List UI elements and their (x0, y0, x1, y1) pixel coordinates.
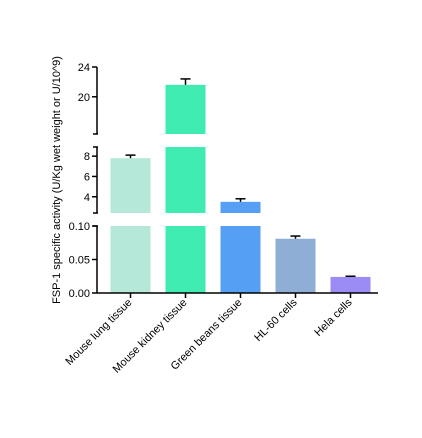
bar-5 (330, 276, 371, 293)
bar-4 (275, 238, 316, 293)
y-tick-label: 20 (78, 92, 90, 104)
y-axis: 0.00 0.05 0.10 4 6 8 20 24 (69, 62, 98, 300)
bar-2 (165, 147, 206, 213)
y-tick-label: 24 (78, 62, 90, 74)
y-tick-label: 4 (84, 192, 90, 204)
y-tick-label: 8 (84, 151, 90, 163)
y-tick-label: 0.10 (69, 221, 90, 233)
category-label: Hela cells (312, 296, 355, 339)
bar-1 (110, 158, 151, 213)
bars (110, 78, 371, 293)
y-axis-title: FSP-1 specific activity (U/Kg wet weight… (51, 56, 63, 304)
y-tick-label: 6 (84, 171, 90, 183)
y-tick-label: 0.05 (69, 255, 90, 267)
category-label: HL-60 cells (252, 296, 300, 344)
bar-3 (220, 226, 261, 293)
bar-2 (165, 84, 206, 134)
bar-3 (220, 201, 261, 213)
bar-2 (165, 226, 206, 293)
bar-1 (110, 226, 151, 293)
y-tick-label: 0.00 (69, 288, 90, 300)
